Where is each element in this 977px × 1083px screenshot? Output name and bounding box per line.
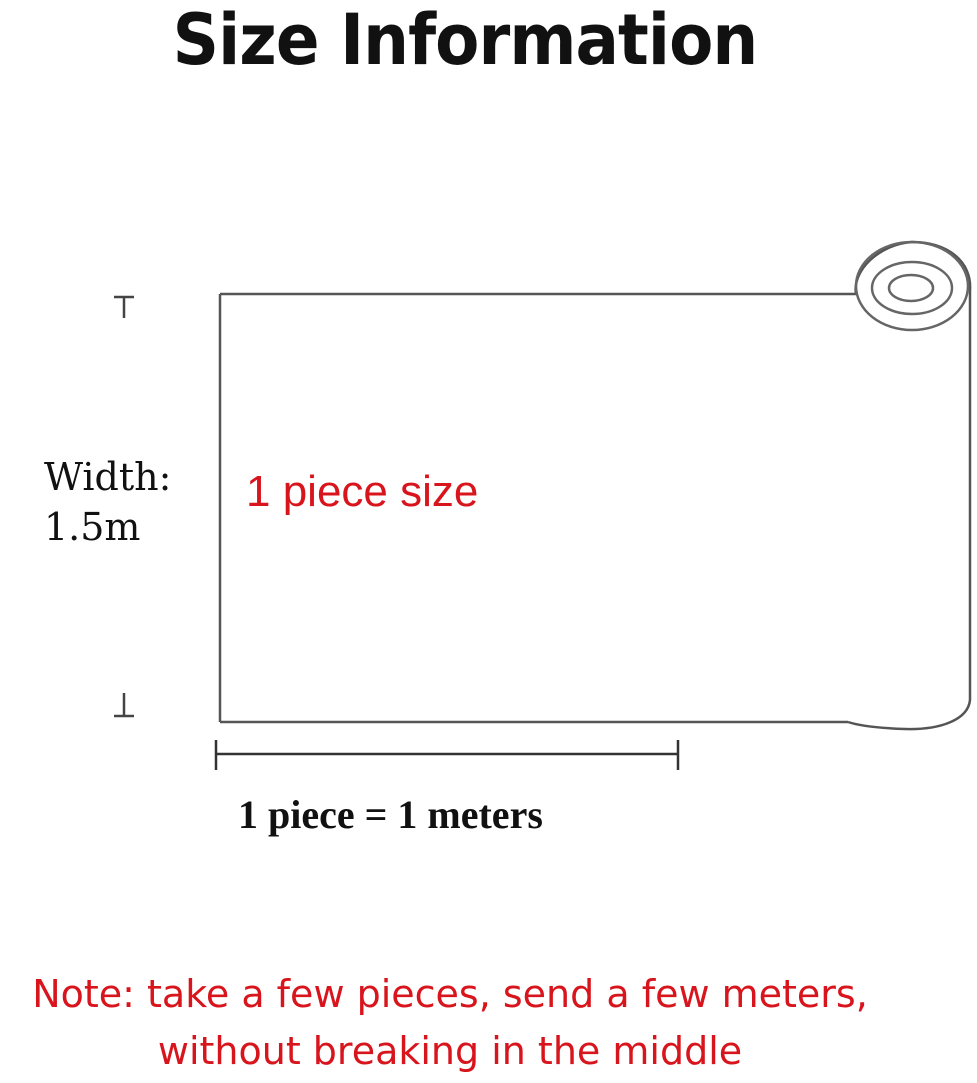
length-dimension-marker [214,740,680,770]
piece-size-label: 1 piece size [246,467,479,516]
note-line1: Note: take a few pieces, send a few mete… [32,972,868,1016]
roll-outer-ring [854,240,970,332]
roll-middle-ring [870,260,954,316]
page-title: Size Information [172,0,759,81]
width-label-line2: 1.5m [44,505,141,549]
width-dimension-marker [114,295,134,718]
width-label: Width: 1.5m [44,452,171,552]
fabric-sheet [218,240,972,731]
piece-length-label: 1 piece = 1 meters [238,792,543,837]
roll-outline [847,240,972,731]
width-label-line1: Width: [44,455,172,499]
note-line2: without breaking in the middle [157,1029,743,1073]
roll-end [854,240,970,332]
note-text: Note: take a few pieces, send a few mete… [0,966,900,1080]
roll-core-ring [887,273,935,303]
